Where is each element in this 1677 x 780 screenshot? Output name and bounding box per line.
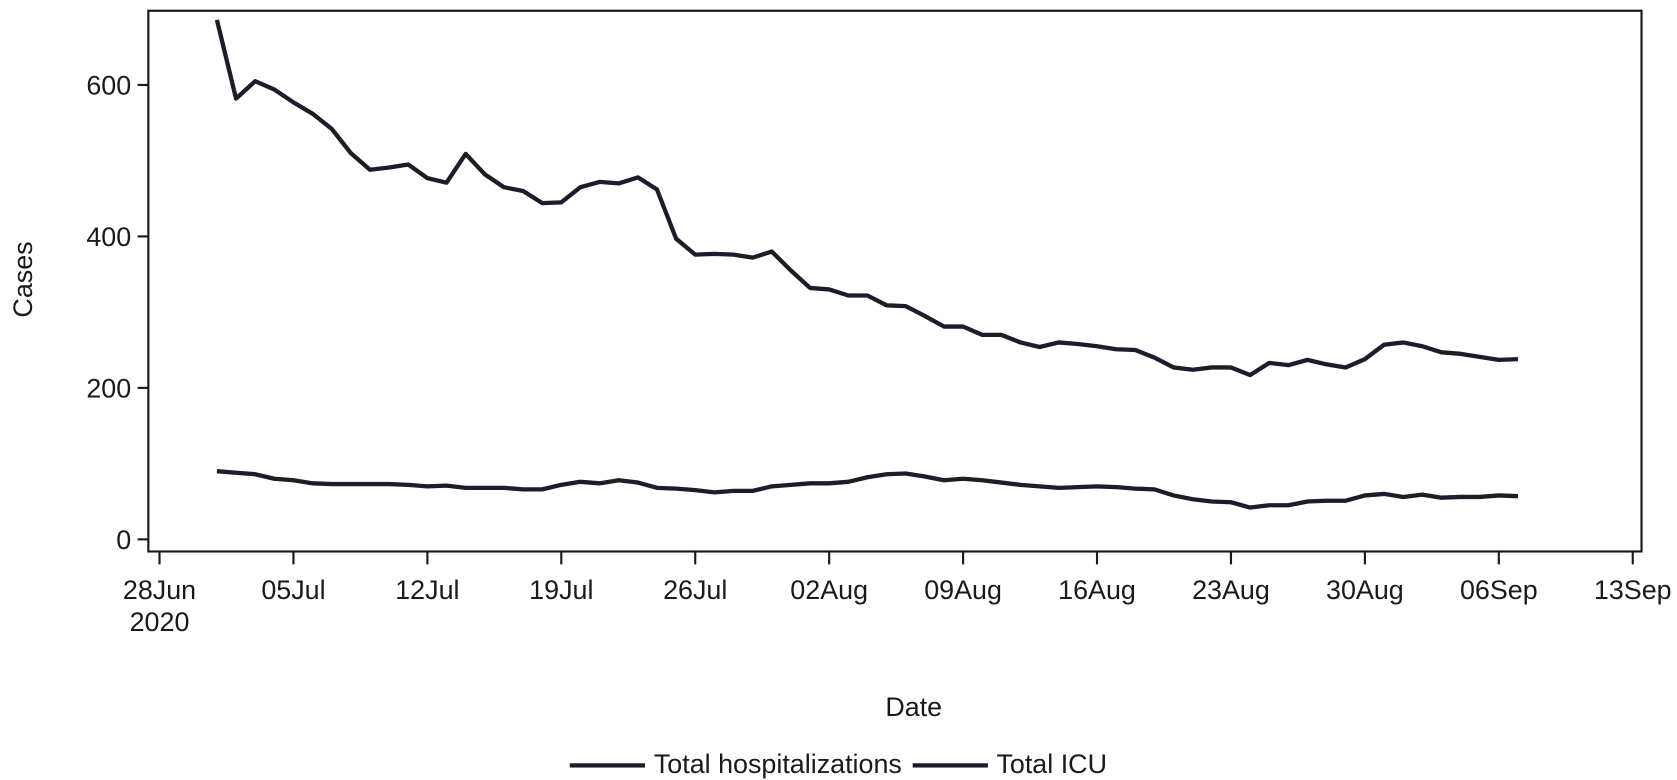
x-tick-label: 13Sep — [1593, 575, 1672, 606]
y-tick-label: 0 — [116, 525, 131, 555]
x-tick-label: 02Aug — [790, 575, 869, 606]
legend-item: Total ICU — [912, 749, 1107, 780]
y-tick-label: 400 — [86, 222, 131, 252]
legend-swatch — [912, 762, 988, 768]
x-tick-label: 06Sep — [1459, 575, 1538, 606]
x-tick-label: 05Jul — [261, 575, 326, 606]
x-tick-label: 09Aug — [924, 575, 1002, 606]
y-axis-title: Cases — [8, 241, 38, 317]
y-tick-label: 200 — [86, 374, 131, 404]
x-tick-label: 16Aug — [1058, 575, 1136, 606]
x-tick-label: 26Jul — [663, 575, 728, 606]
legend-swatch — [570, 762, 646, 768]
x-tick-label: 19Jul — [529, 575, 594, 606]
legend-label: Total hospitalizations — [653, 749, 902, 780]
y-tick-label: 600 — [86, 71, 131, 101]
legend-item: Total hospitalizations — [570, 749, 902, 780]
legend: Total hospitalizations Total ICU — [0, 749, 1677, 780]
series-line — [214, 19, 1519, 378]
x-tick-label: 30Aug — [1326, 575, 1404, 606]
series-line — [216, 469, 1519, 510]
x-tick-label: 23Aug — [1192, 575, 1270, 606]
legend-label: Total ICU — [996, 749, 1107, 780]
plot-frame — [147, 9, 1643, 553]
x-tick-label: 12Jul — [395, 575, 460, 606]
x-tick-label: 28Jun 2020 — [122, 575, 197, 638]
x-axis-title: Date — [885, 692, 942, 722]
